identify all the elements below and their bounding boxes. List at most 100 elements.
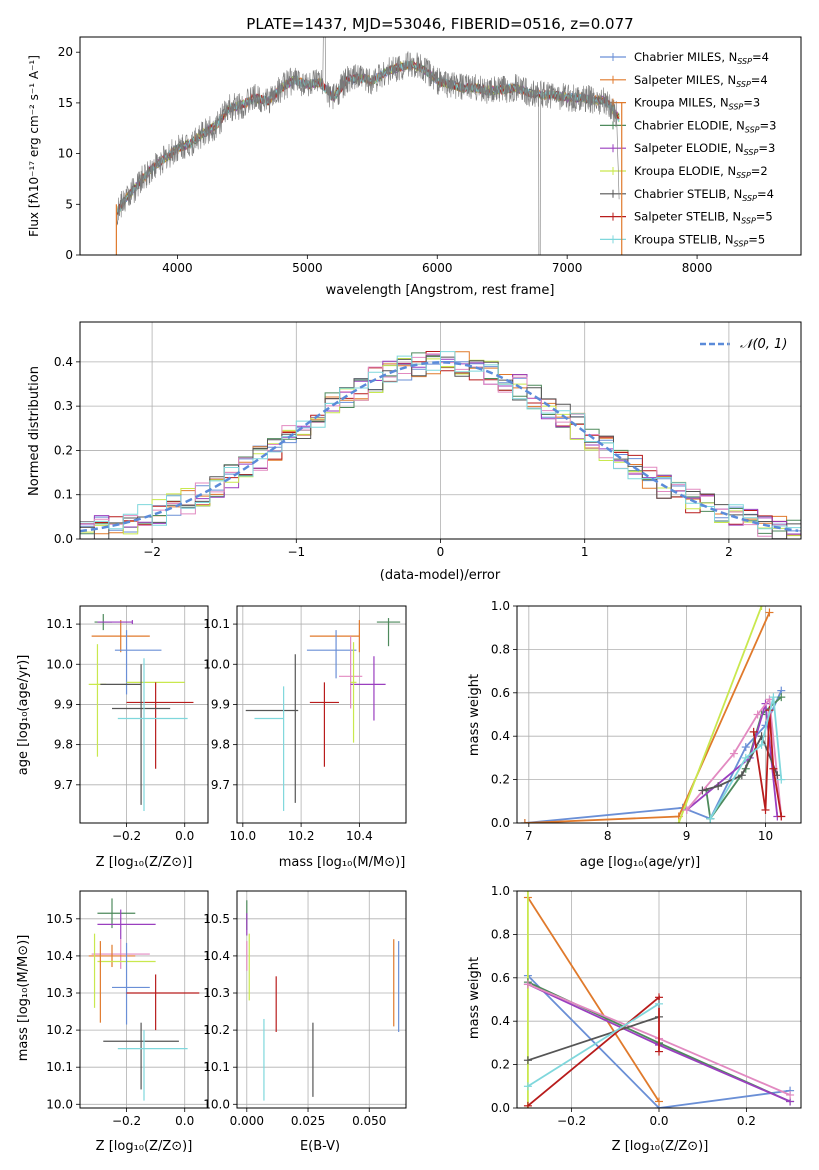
mass-z-ytick-label: 10.5 [46,912,73,926]
mass-ebv-xtick-label: 0.000 [230,1114,264,1128]
age-mass-xtick-label: 10.4 [346,829,373,843]
residuals-xtick-label: 0 [437,545,445,559]
w-age-ytick-label: 0.4 [491,729,510,743]
residuals-ytick-label: 0.4 [54,355,73,369]
age-mass-ytick-label: 9.9 [211,697,230,711]
w-age-frame [516,605,802,824]
residuals-frame [79,321,802,540]
age-z-xtick-label: −0.2 [112,829,141,843]
residuals-legend-label: 𝒩(0, 1) [740,337,787,352]
w-age-ytick-label: 0.0 [491,816,510,830]
weight-line [527,1003,660,1088]
w-z-frame [516,890,802,1109]
errorbar-point [88,944,136,968]
legend-label: Salpeter MILES, NSSP=4 [634,73,768,89]
mass-ebv-ytick-label: 10.0 [203,1097,230,1111]
age-mass-xtick-label: 10.2 [288,829,315,843]
errorbar-point [91,620,150,653]
age-z-ytick-label: 9.7 [54,778,73,792]
w-z-ytick-label: 0.0 [491,1101,510,1115]
errorbar-point [309,682,339,767]
mass-ebv-ytick-label: 10.4 [203,949,230,963]
age-z-frame [79,605,209,824]
errorbar-point [112,664,171,805]
w-z-xlabel: Z [log₁₀(Z/Z⊙)] [612,1139,709,1154]
spectrum-ytick-label: 20 [58,45,73,59]
errorbar-point [117,658,188,811]
w-z-ytick-label: 0.6 [491,971,510,985]
spectrum-xtick-label: 8000 [682,261,713,275]
spectrum-ytick-label: 10 [58,147,73,161]
residuals-ylabel: Normed distribution [27,366,42,496]
w-z-ytick-label: 1.0 [491,884,510,898]
mass-ebv-ytick-label: 10.5 [203,912,230,926]
errorbar-point [350,642,357,743]
age-z-xlabel: Z [log₁₀(Z/Z⊙)] [96,855,193,870]
w-z-xtick-label: −0.2 [557,1114,586,1128]
w-age-xtick-label: 9 [683,829,691,843]
w-z-plot [523,891,795,1108]
residuals-xtick-label: 1 [581,545,589,559]
errorbar-point [126,682,194,769]
spectrum-xtick-label: 6000 [422,261,453,275]
spectrum-axes: 4000 5000 6000 7000 8000 0 5 10 15 20 [58,45,713,275]
mass-z-ytick-label: 10.2 [46,1023,73,1037]
mass-ebv-xlabel: E(B-V) [300,1139,340,1154]
w-z-ytick-label: 0.8 [491,927,510,941]
mass-z-xlabel: Z [log₁₀(Z/Z⊙)] [96,1139,193,1154]
residuals-ytick-label: 0.0 [54,532,73,546]
residuals-ytick-label: 0.1 [54,488,73,502]
mass-z-ytick-label: 10.4 [46,949,73,963]
errorbar-point [338,636,363,709]
residual-histogram [80,351,801,530]
w-age-xlabel: age [log₁₀(age/yr)] [580,855,701,870]
spectrum-xlabel: wavelength [Angstrom, rest frame] [326,283,555,298]
legend-label: Chabrier ELODIE, NSSP=3 [634,118,776,134]
errorbar-point [376,618,401,647]
age-mass-axes: 10.0 10.2 10.4 9.7 9.8 9.9 10.0 10.1 [203,606,406,843]
mass-ebv-ytick-label: 10.3 [203,986,230,1000]
spectrum-legend: Chabrier MILES, NSSP=4 Salpeter MILES, NS… [600,50,776,248]
residuals-xtick-label: −1 [287,545,305,559]
w-age-ylabel: mass weight [467,674,482,756]
mass-z-ytick-label: 10.1 [46,1060,73,1074]
age-mass-ytick-label: 9.8 [211,738,230,752]
gaussian-curve [80,361,799,533]
errorbar-point [117,1030,188,1101]
spectrum-plot [115,37,623,255]
spectrum-xtick-label: 5000 [292,261,323,275]
w-age-xtick-label: 7 [525,829,533,843]
mass-ebv-ytick-label: 10.1 [203,1060,230,1074]
age-vs-mass-panel: mass [log₁₀(M/M⊙)] [279,855,406,870]
errorbar-point [91,939,150,969]
age-z-plot [88,614,194,811]
w-z-xtick-label: 0.0 [649,1114,668,1128]
weight-vs-metallicity-panel: Z [log₁₀(Z/Z⊙)] mass weight [467,957,708,1154]
legend-label: Chabrier STELIB, NSSP=4 [634,187,774,203]
mass-z-xtick-label: −0.2 [112,1114,141,1128]
mass-vs-metallicity-panel: Z [log₁₀(Z/Z⊙)] mass [log₁₀(M/M⊙)] [16,935,192,1154]
errorbar-point [306,630,357,679]
mass-ebv-axes: 0.000 0.025 0.050 10.0 10.1 10.2 10.3 10.4 10.5 [203,891,406,1128]
w-age-xtick-label: 10 [758,829,773,843]
spectrum-ytick-label: 5 [65,197,73,211]
weight-vs-age-panel: age [log₁₀(age/yr)] mass weight [467,674,700,870]
age-z-ytick-label: 9.9 [54,697,73,711]
spectrum-ylabel: Flux [fλ10⁻¹⁷ erg cm⁻² s⁻¹ A⁻¹] [27,55,41,237]
age-z-ytick-label: 10.1 [46,617,73,631]
spectrum-title: PLATE=1437, MJD=53046, FIBERID=0516, z=0… [246,15,633,33]
age-mass-frame [236,605,407,824]
age-mass-xtick-label: 10.0 [229,829,256,843]
age-z-ytick-label: 9.8 [54,738,73,752]
spectrum-ytick-label: 15 [58,96,73,110]
age-mass-ytick-label: 10.1 [203,617,230,631]
w-age-xtick-label: 8 [604,829,612,843]
residuals-plot [80,351,801,539]
spectrum-ytick-label: 0 [65,248,73,262]
spectrum-xtick-label: 7000 [552,261,583,275]
w-age-ytick-label: 1.0 [491,599,510,613]
errorbar-point [103,1022,179,1090]
mass-z-frame [79,890,209,1109]
mass-z-ylabel: mass [log₁₀(M/M⊙)] [16,935,31,1062]
